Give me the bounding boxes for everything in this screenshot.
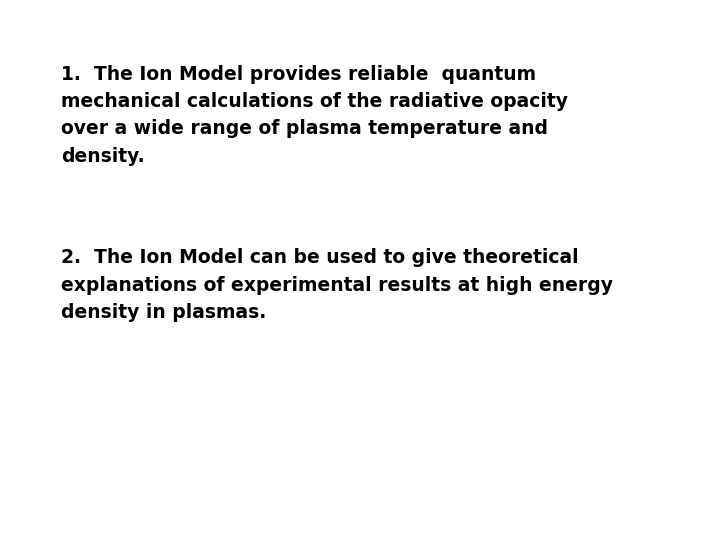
Text: 2.  The Ion Model can be used to give theoretical
explanations of experimental r: 2. The Ion Model can be used to give the…	[61, 248, 613, 322]
Text: 1.  The Ion Model provides reliable  quantum
mechanical calculations of the radi: 1. The Ion Model provides reliable quant…	[61, 65, 568, 166]
